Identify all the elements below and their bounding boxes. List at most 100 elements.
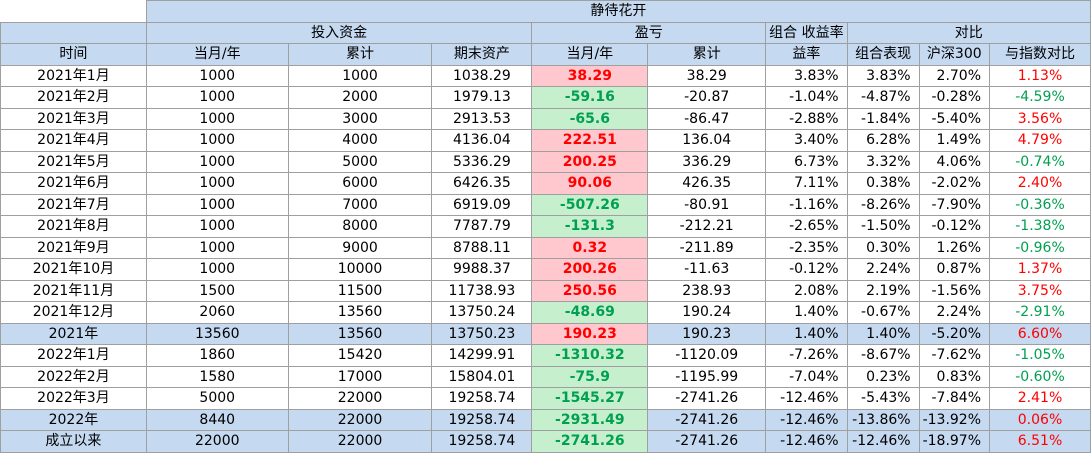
- invest-cum-cell: 22000: [287, 387, 433, 410]
- table-row: 2021年1月 1000 1000 1038.29 38.29 38.29 3.83% 3.8…: [0, 64, 1091, 87]
- pl-month-cell: -507.26: [531, 193, 649, 216]
- return-cell: -2.35%: [765, 236, 848, 259]
- col-header-perf: 组合表现: [846, 43, 920, 66]
- time-cell: 2021年2月: [0, 86, 147, 109]
- corner-cell: [0, 0, 147, 23]
- invest-month-cell: 5000: [145, 387, 289, 410]
- time-cell: 2021年3月: [0, 107, 147, 130]
- pl-cum-cell: 190.24: [647, 301, 767, 324]
- hs300-cell: -7.90%: [918, 193, 991, 216]
- hs300-cell: 2.70%: [918, 64, 991, 87]
- diff-cell: 2.40%: [989, 172, 1091, 195]
- assets-cell: 19258.74: [431, 387, 533, 410]
- assets-cell: 13750.24: [431, 301, 533, 324]
- invest-cum-cell: 13560: [287, 322, 433, 345]
- invest-cum-cell: 15420: [287, 344, 433, 367]
- return-cell: -12.46%: [765, 408, 848, 431]
- pl-cum-cell: 336.29: [647, 150, 767, 173]
- pl-month-cell: 250.56: [531, 279, 649, 302]
- invest-month-cell: 8440: [145, 408, 289, 431]
- invest-cum-cell: 22000: [287, 430, 433, 453]
- pl-month-cell: 0.32: [531, 236, 649, 259]
- diff-cell: -0.60%: [989, 365, 1091, 388]
- time-cell: 2021年6月: [0, 172, 147, 195]
- pl-month-cell: -131.3: [531, 215, 649, 238]
- hs300-cell: -5.40%: [918, 107, 991, 130]
- hs300-cell: -13.92%: [918, 408, 991, 431]
- assets-cell: 9988.37: [431, 258, 533, 281]
- invest-month-cell: 22000: [145, 430, 289, 453]
- return-cell: -12.46%: [765, 430, 848, 453]
- pl-cum-cell: -211.89: [647, 236, 767, 259]
- return-cell: -2.65%: [765, 215, 848, 238]
- pl-cum-cell: 190.23: [647, 322, 767, 345]
- assets-cell: 13750.23: [431, 322, 533, 345]
- pl-month-cell: -48.69: [531, 301, 649, 324]
- pl-cum-cell: -212.21: [647, 215, 767, 238]
- hs300-cell: -18.97%: [918, 430, 991, 453]
- time-cell: 2021年10月: [0, 258, 147, 281]
- perf-cell: 0.30%: [846, 236, 920, 259]
- assets-cell: 1979.13: [431, 86, 533, 109]
- diff-cell: -1.05%: [989, 344, 1091, 367]
- hs300-cell: -1.56%: [918, 279, 991, 302]
- perf-cell: -0.67%: [846, 301, 920, 324]
- diff-cell: 1.13%: [989, 64, 1091, 87]
- table-row: 2021年12月 2060 13560 13750.24 -48.69 190.24 1.4…: [0, 301, 1091, 324]
- diff-cell: 0.06%: [989, 408, 1091, 431]
- invest-month-cell: 1500: [145, 279, 289, 302]
- hs300-cell: -2.02%: [918, 172, 991, 195]
- invest-month-cell: 1000: [145, 236, 289, 259]
- time-cell: 2021年11月: [0, 279, 147, 302]
- table-row: 2021年6月 1000 6000 6426.35 90.06 426.35 7.11% 0.…: [0, 172, 1091, 195]
- perf-cell: -4.87%: [846, 86, 920, 109]
- summary-row: 成立以来 22000 22000 19258.74 -2741.26 -2741.26 -1…: [0, 430, 1091, 453]
- time-cell: 2021年12月: [0, 301, 147, 324]
- table-row: 2021年9月 1000 9000 8788.11 0.32 -211.89 -2.35% 0…: [0, 236, 1091, 259]
- invest-cum-cell: 3000: [287, 107, 433, 130]
- assets-cell: 15804.01: [431, 365, 533, 388]
- time-cell: 2022年3月: [0, 387, 147, 410]
- time-cell: 成立以来: [0, 430, 147, 453]
- diff-cell: 4.79%: [989, 129, 1091, 152]
- return-cell: -0.12%: [765, 258, 848, 281]
- hs300-cell: -7.84%: [918, 387, 991, 410]
- assets-cell: 2913.53: [431, 107, 533, 130]
- time-cell: 2021年1月: [0, 64, 147, 87]
- pl-cum-cell: -2741.26: [647, 387, 767, 410]
- diff-cell: 6.51%: [989, 430, 1091, 453]
- return-cell: -1.04%: [765, 86, 848, 109]
- assets-cell: 7787.79: [431, 215, 533, 238]
- col-header-time: 时间: [0, 43, 147, 66]
- diff-cell: -2.91%: [989, 301, 1091, 324]
- return-cell: 1.40%: [765, 322, 848, 345]
- pl-cum-cell: 426.35: [647, 172, 767, 195]
- perf-cell: 3.32%: [846, 150, 920, 173]
- table-row: 2021年4月 1000 4000 4136.04 222.51 136.04 3.40% 6…: [0, 129, 1091, 152]
- invest-cum-cell: 1000: [287, 64, 433, 87]
- diff-cell: 3.56%: [989, 107, 1091, 130]
- invest-cum-cell: 10000: [287, 258, 433, 281]
- assets-cell: 6919.09: [431, 193, 533, 216]
- summary-row: 2022年 8440 22000 19258.74 -2931.49 -2741.26 -1…: [0, 408, 1091, 431]
- table-row: 2022年2月 1580 17000 15804.01 -75.9 -1195.99 -7.…: [0, 365, 1091, 388]
- assets-cell: 8788.11: [431, 236, 533, 259]
- return-cell: -2.88%: [765, 107, 848, 130]
- group-header-profit: 盈亏: [531, 21, 767, 44]
- pl-month-cell: -2741.26: [531, 430, 649, 453]
- assets-cell: 14299.91: [431, 344, 533, 367]
- invest-cum-cell: 8000: [287, 215, 433, 238]
- table-row: 2021年10月 1000 10000 9988.37 200.26 -11.63 -0.1…: [0, 258, 1091, 281]
- diff-cell: -0.74%: [989, 150, 1091, 173]
- hs300-cell: -0.12%: [918, 215, 991, 238]
- assets-cell: 5336.29: [431, 150, 533, 173]
- pl-cum-cell: -2741.26: [647, 430, 767, 453]
- time-cell: 2021年7月: [0, 193, 147, 216]
- pl-month-cell: -65.6: [531, 107, 649, 130]
- pl-month-cell: -1310.32: [531, 344, 649, 367]
- hs300-cell: 1.49%: [918, 129, 991, 152]
- summary-row: 2021年 13560 13560 13750.23 190.23 190.23 1.40%…: [0, 322, 1091, 345]
- invest-month-cell: 1000: [145, 107, 289, 130]
- pl-month-cell: -2931.49: [531, 408, 649, 431]
- time-cell: 2021年8月: [0, 215, 147, 238]
